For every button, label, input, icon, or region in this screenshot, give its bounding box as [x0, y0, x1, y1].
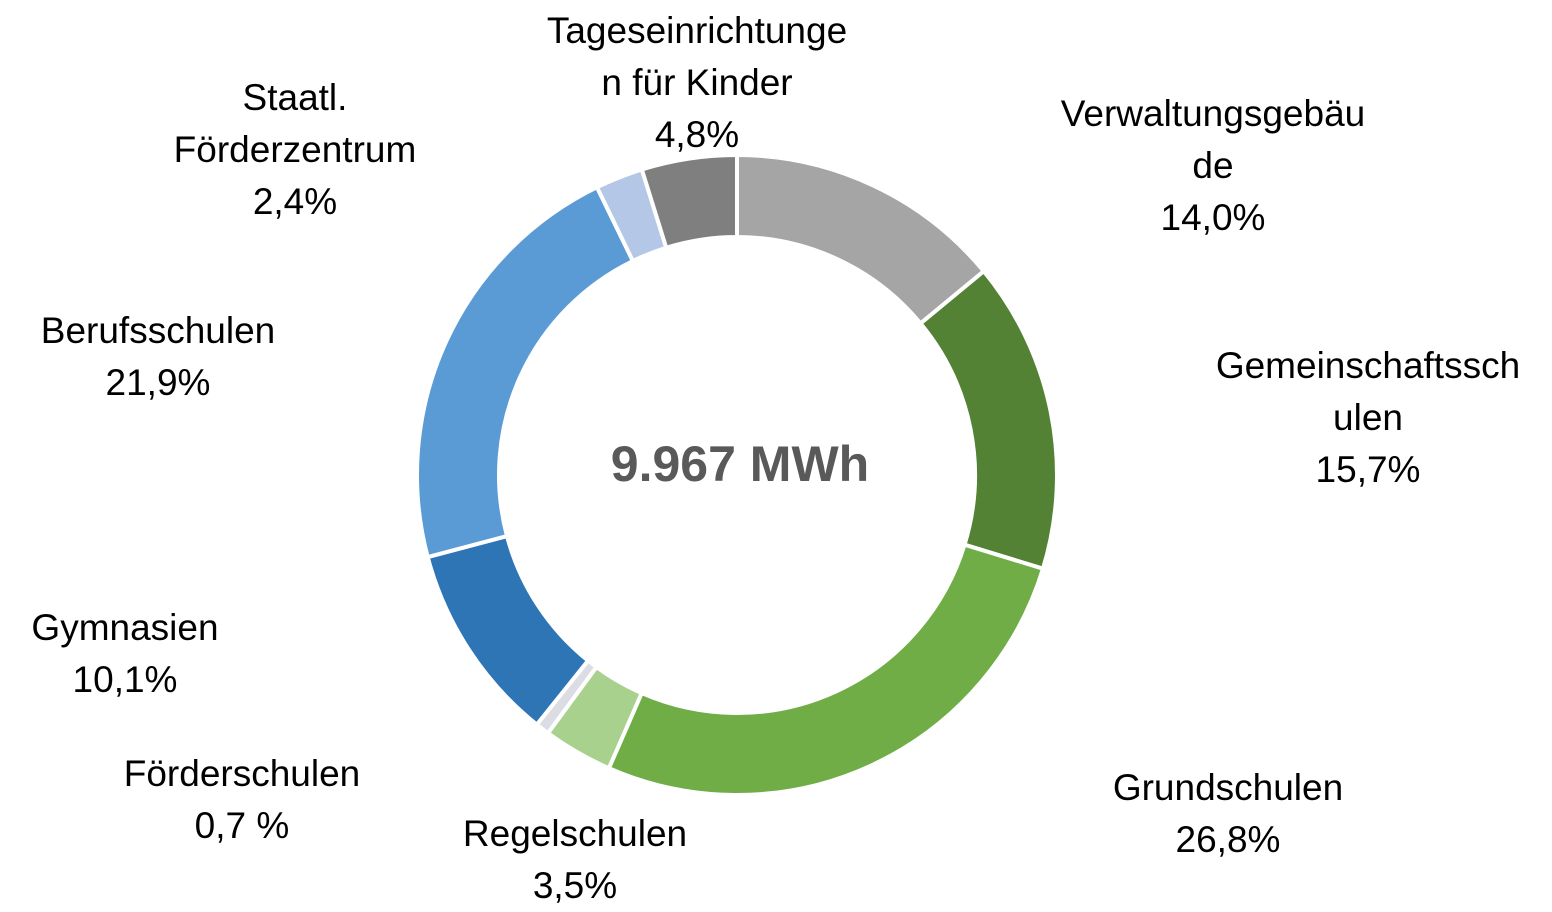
- value-label: 26,8%: [1175, 819, 1281, 860]
- slice-label: Gymnasien 10,1%: [31, 602, 218, 706]
- donut-slice: [415, 184, 636, 560]
- donut-slice: [917, 268, 1059, 572]
- slice-label: Förderschulen 0,7 %: [124, 748, 361, 852]
- donut-slice: [606, 542, 1046, 797]
- category-label: Verwaltungsgebäu de: [1060, 93, 1366, 186]
- value-label: 10,1%: [72, 659, 178, 700]
- donut-slice: [735, 152, 987, 327]
- slice-label: Verwaltungsgebäu de 14,0%: [1061, 88, 1365, 244]
- slice-label: Berufsschulen 21,9%: [41, 305, 275, 409]
- category-label: Gymnasien: [31, 607, 219, 648]
- category-label: Grundschulen: [1112, 767, 1344, 808]
- category-label: Gemeinschaftssch ulen: [1215, 345, 1521, 438]
- slice-label: Staatl. Förderzentrum 2,4%: [174, 72, 417, 228]
- slice-label: Regelschulen 3,5%: [463, 808, 687, 912]
- value-label: 0,7 %: [194, 805, 290, 846]
- center-label: 9.967 MWh: [611, 436, 869, 492]
- category-label: Tageseinrichtunge n für Kinder: [546, 10, 848, 103]
- value-label: 14,0%: [1160, 197, 1266, 238]
- value-label: 4,8%: [654, 114, 740, 155]
- category-label: Regelschulen: [462, 813, 688, 854]
- value-label: 15,7%: [1315, 449, 1421, 490]
- slice-label: Grundschulen 26,8%: [1113, 762, 1343, 866]
- value-label: 2,4%: [252, 181, 338, 222]
- slice-label: Gemeinschaftssch ulen 15,7%: [1216, 340, 1520, 496]
- value-label: 3,5%: [532, 865, 618, 906]
- donut-slice: [639, 152, 739, 251]
- category-label: Förderschulen: [123, 753, 361, 794]
- value-label: 21,9%: [105, 362, 211, 403]
- category-label: Staatl. Förderzentrum: [173, 77, 417, 170]
- slice-label: Tageseinrichtunge n für Kinder 4,8%: [547, 5, 847, 161]
- category-label: Berufsschulen: [40, 310, 276, 351]
